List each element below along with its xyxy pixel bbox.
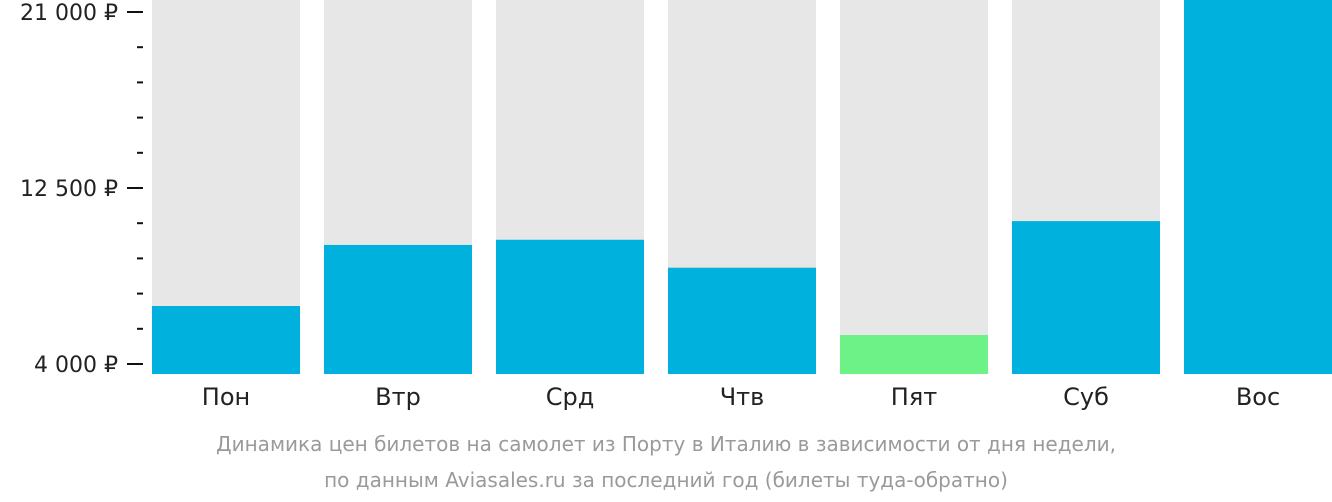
bar-5: [840, 335, 988, 374]
y-tick-label: 12 500 ₽: [20, 177, 118, 202]
bar-7: [1184, 0, 1332, 374]
bar-3: [496, 239, 644, 374]
x-axis: Пон Втр Срд Чтв Пят Суб Вос: [202, 383, 1280, 411]
y-tick-label: 4 000 ₽: [34, 353, 118, 378]
x-tick-label: Срд: [546, 383, 595, 411]
bars: [152, 0, 1332, 374]
x-tick-label: Пон: [202, 383, 250, 411]
x-tick-label: Пят: [891, 383, 937, 411]
bar-1: [152, 306, 300, 374]
y-tick-label: 21 000 ₽: [20, 1, 118, 26]
bar-background: [840, 0, 988, 374]
bar-6: [1012, 221, 1160, 374]
x-tick-label: Вос: [1236, 383, 1280, 411]
chart-caption-line-2: по данным Aviasales.ru за последний год …: [324, 468, 1008, 492]
x-tick-label: Втр: [375, 383, 421, 411]
chart-caption-line-1: Динамика цен билетов на самолет из Порту…: [215, 432, 1117, 456]
x-tick-label: Чтв: [720, 383, 765, 411]
bar-4: [668, 267, 816, 374]
y-axis: 4 000 ₽ 12 500 ₽ 21 000 ₽: [20, 1, 143, 378]
x-tick-label: Суб: [1063, 383, 1109, 411]
bar-2: [324, 244, 472, 374]
